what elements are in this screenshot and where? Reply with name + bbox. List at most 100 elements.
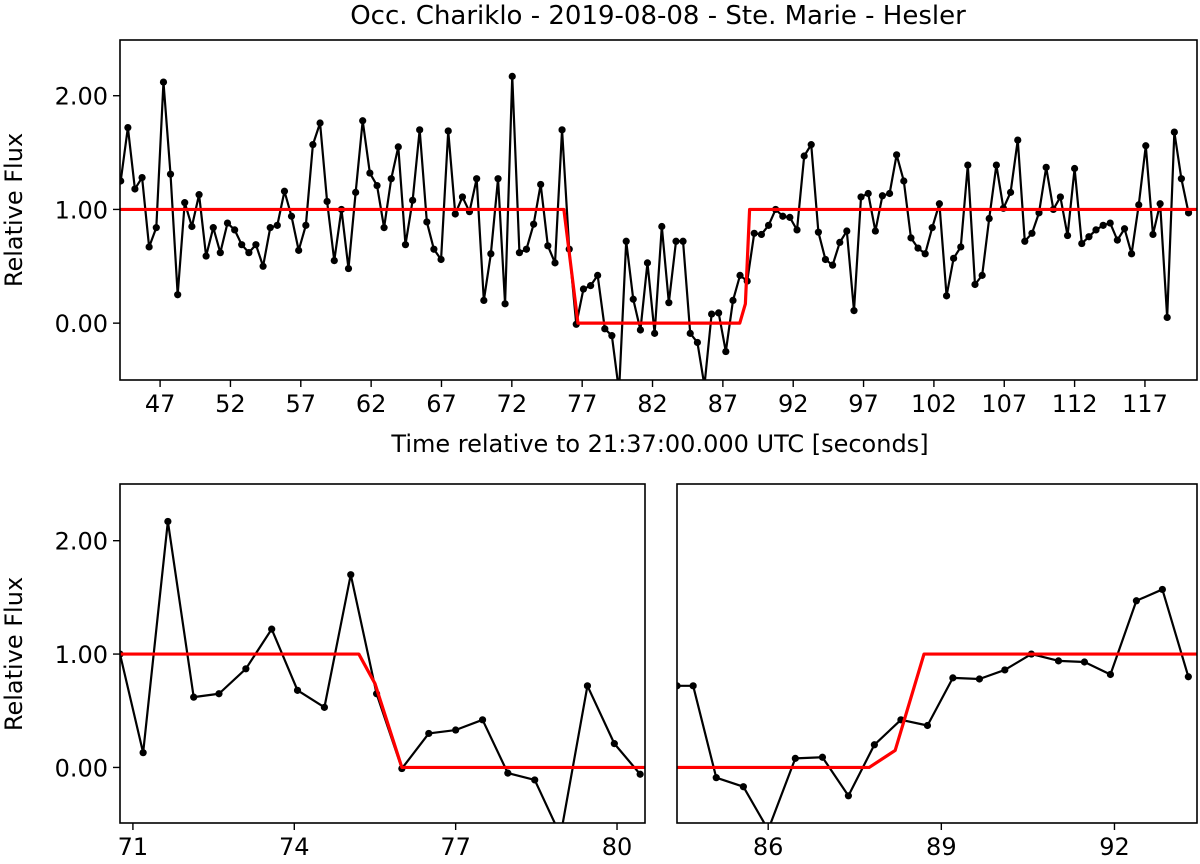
data-point — [1184, 673, 1192, 681]
data-point — [504, 769, 512, 777]
data-point — [693, 338, 702, 347]
data-point — [352, 188, 360, 196]
data-point — [190, 693, 198, 701]
data-point — [829, 261, 837, 269]
y-axis-label: Relative Flux — [0, 577, 28, 731]
data-point — [366, 169, 374, 177]
series-line — [120, 652, 645, 770]
data-point — [245, 249, 253, 257]
y-tick-label: 0.00 — [55, 754, 108, 782]
data-point — [914, 244, 922, 252]
x-tick-label: 74 — [279, 833, 310, 861]
data-point — [494, 175, 502, 183]
data-point — [665, 299, 673, 307]
data-point — [287, 212, 296, 220]
data-point — [444, 127, 452, 135]
data-point — [601, 325, 609, 333]
data-point — [864, 189, 872, 198]
data-point — [409, 196, 417, 204]
data-point — [181, 199, 189, 207]
data-point — [1135, 201, 1143, 209]
data-point — [736, 271, 744, 279]
data-point — [1184, 209, 1193, 217]
y-tick-label: 0.00 — [55, 310, 108, 338]
data-point — [316, 119, 324, 127]
data-point — [739, 783, 747, 791]
data-point — [900, 177, 908, 185]
data-point — [223, 219, 232, 227]
data-point — [508, 72, 516, 80]
data-point — [950, 254, 958, 262]
data-point — [266, 224, 274, 232]
data-point — [124, 123, 132, 132]
data-point — [531, 776, 539, 784]
data-point — [677, 682, 681, 690]
data-point — [320, 703, 329, 711]
data-point — [166, 170, 175, 178]
data-point — [610, 740, 618, 748]
data-point — [551, 259, 559, 267]
data-point — [430, 245, 438, 253]
data-point — [501, 300, 509, 308]
x-tick-label: 77 — [567, 390, 598, 418]
data-point — [302, 221, 310, 229]
data-point — [295, 246, 303, 254]
data-point — [651, 329, 659, 337]
data-point — [1106, 219, 1114, 227]
data-point — [159, 78, 168, 86]
x-tick-label: 77 — [440, 833, 471, 861]
data-point — [636, 326, 645, 334]
x-tick-label: 80 — [602, 833, 633, 861]
data-point — [708, 310, 716, 318]
data-point — [138, 173, 146, 182]
data-point — [1158, 585, 1166, 594]
data-point — [164, 517, 172, 526]
data-point — [672, 237, 680, 245]
data-point — [923, 721, 932, 730]
data-point — [515, 249, 524, 257]
data-point — [215, 690, 223, 698]
data-point — [878, 192, 887, 200]
data-point — [452, 726, 460, 734]
data-point — [423, 218, 431, 226]
data-point — [1063, 231, 1072, 240]
data-point — [807, 141, 815, 149]
data-point — [347, 571, 355, 579]
data-point — [583, 682, 592, 690]
data-point — [1170, 128, 1178, 136]
data-point — [907, 234, 915, 242]
data-point — [764, 221, 773, 229]
data-point — [387, 175, 395, 183]
data-point — [280, 187, 289, 195]
data-point — [786, 213, 794, 221]
data-point — [139, 749, 147, 757]
data-point — [643, 259, 652, 267]
data-point — [323, 197, 331, 206]
data-point — [1127, 250, 1136, 258]
data-point — [1099, 221, 1107, 229]
data-point — [843, 227, 851, 235]
data-point — [885, 189, 894, 198]
data-point — [935, 200, 943, 208]
data-point — [1028, 229, 1036, 237]
x-tick-label: 62 — [356, 390, 387, 418]
data-point — [779, 212, 787, 220]
data-point — [712, 774, 720, 782]
data-point — [814, 228, 822, 236]
plot-area — [120, 72, 1197, 380]
data-point — [1070, 164, 1079, 173]
x-tick-label: 86 — [753, 833, 784, 861]
data-point — [309, 141, 317, 149]
data-point — [921, 250, 929, 258]
data-point — [120, 177, 125, 185]
data-point — [608, 332, 616, 340]
data-point — [1113, 236, 1121, 244]
plot-area — [120, 517, 645, 823]
data-point — [722, 347, 730, 356]
data-point — [791, 754, 799, 762]
series-line — [120, 75, 1190, 380]
data-point — [558, 126, 566, 134]
data-point — [893, 151, 901, 159]
data-point — [1092, 226, 1100, 234]
data-point — [1120, 225, 1129, 233]
